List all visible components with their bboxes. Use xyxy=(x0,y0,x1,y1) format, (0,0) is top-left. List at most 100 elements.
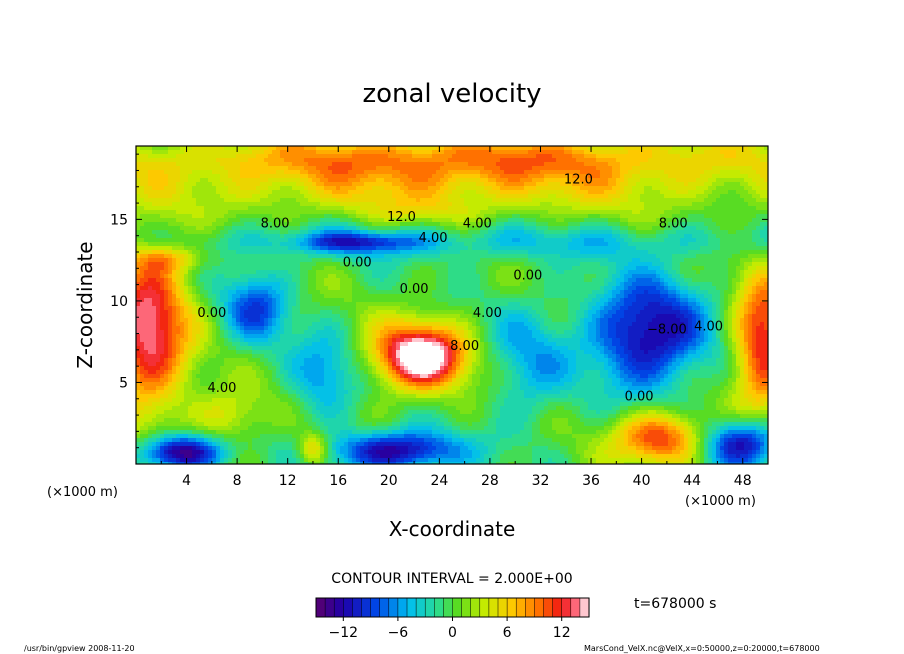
field-cell xyxy=(220,270,225,275)
field-cell xyxy=(424,266,429,271)
field-cell xyxy=(672,182,677,187)
field-cell xyxy=(700,242,705,247)
field-cell xyxy=(588,182,593,187)
field-cell xyxy=(244,206,249,211)
field-cell xyxy=(260,226,265,231)
field-cell xyxy=(576,206,581,211)
field-cell xyxy=(640,178,645,183)
field-cell xyxy=(388,162,393,167)
field-cell xyxy=(288,158,293,163)
field-cell xyxy=(196,190,201,195)
field-cell xyxy=(292,266,297,271)
field-cell xyxy=(732,238,737,243)
field-cell xyxy=(560,198,565,203)
field-cell xyxy=(616,258,621,263)
field-cell xyxy=(644,158,649,163)
field-cell xyxy=(636,258,641,263)
field-cell xyxy=(536,242,541,247)
field-cell xyxy=(288,246,293,251)
field-cell xyxy=(752,214,757,219)
field-cell xyxy=(600,154,605,159)
field-cell xyxy=(404,238,409,243)
field-cell xyxy=(392,210,397,215)
field-cell xyxy=(336,194,341,199)
field-cell xyxy=(468,190,473,195)
field-cell xyxy=(204,270,209,275)
field-cell xyxy=(400,254,405,259)
field-cell xyxy=(136,230,141,235)
field-cell xyxy=(528,230,533,235)
field-cell xyxy=(624,202,629,207)
field-cell xyxy=(756,182,761,187)
field-cell xyxy=(280,190,285,195)
field-cell xyxy=(176,174,181,179)
field-cell xyxy=(180,266,185,271)
field-cell xyxy=(180,194,185,199)
field-cell xyxy=(156,214,161,219)
field-cell xyxy=(428,202,433,207)
field-cell xyxy=(488,234,493,239)
field-cell xyxy=(440,202,445,207)
field-cell xyxy=(720,226,725,231)
field-cell xyxy=(612,218,617,223)
field-cell xyxy=(148,174,153,179)
field-cell xyxy=(596,230,601,235)
field-cell xyxy=(652,206,657,211)
field-cell xyxy=(172,250,177,255)
field-cell xyxy=(388,186,393,191)
field-cell xyxy=(356,166,361,171)
field-cell xyxy=(144,226,149,231)
field-cell xyxy=(512,246,517,251)
field-cell xyxy=(728,154,733,159)
field-cell xyxy=(532,182,537,187)
field-cell xyxy=(508,146,513,151)
field-cell xyxy=(404,182,409,187)
field-cell xyxy=(300,190,305,195)
field-cell xyxy=(252,218,257,223)
field-cell xyxy=(136,170,141,175)
field-cell xyxy=(180,238,185,243)
field-cell xyxy=(656,158,661,163)
field-cell xyxy=(256,162,261,167)
field-cell xyxy=(508,198,513,203)
field-cell xyxy=(348,146,353,151)
field-cell xyxy=(336,182,341,187)
field-cell xyxy=(416,214,421,219)
field-cell xyxy=(544,194,549,199)
field-cell xyxy=(424,270,429,275)
field-cell xyxy=(528,150,533,155)
field-cell xyxy=(432,146,437,151)
field-cell xyxy=(488,182,493,187)
field-cell xyxy=(716,238,721,243)
field-cell xyxy=(376,266,381,271)
field-cell xyxy=(728,194,733,199)
field-cell xyxy=(204,182,209,187)
field-cell xyxy=(332,162,337,167)
field-cell xyxy=(492,150,497,155)
field-cell xyxy=(332,262,337,267)
field-cell xyxy=(452,146,457,151)
field-cell xyxy=(736,238,741,243)
field-cell xyxy=(260,206,265,211)
field-cell xyxy=(212,186,217,191)
field-cell xyxy=(716,230,721,235)
field-cell xyxy=(728,262,733,267)
field-cell xyxy=(512,182,517,187)
field-cell xyxy=(296,238,301,243)
field-cell xyxy=(152,182,157,187)
field-cell xyxy=(240,214,245,219)
field-cell xyxy=(148,258,153,263)
field-cell xyxy=(220,230,225,235)
field-cell xyxy=(508,166,513,171)
field-cell xyxy=(460,234,465,239)
field-cell xyxy=(440,258,445,263)
field-cell xyxy=(440,150,445,155)
field-cell xyxy=(144,178,149,183)
field-cell xyxy=(436,250,441,255)
field-cell xyxy=(412,214,417,219)
field-cell xyxy=(240,170,245,175)
field-cell xyxy=(648,262,653,267)
field-cell xyxy=(440,270,445,275)
field-cell xyxy=(516,190,521,195)
field-cell xyxy=(308,174,313,179)
